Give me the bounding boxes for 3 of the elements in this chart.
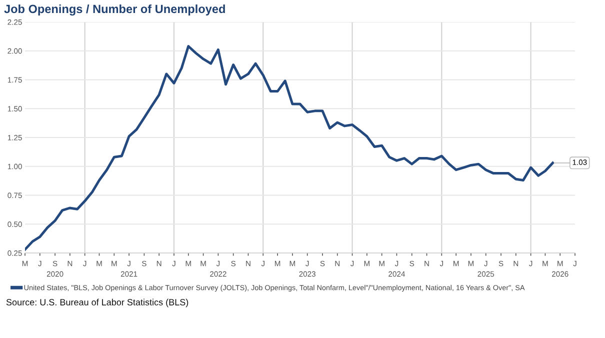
source-note: Source: U.S. Bureau of Labor Statistics (BLS) bbox=[6, 298, 188, 308]
chart-title: Job Openings / Number of Unemployed bbox=[4, 4, 225, 16]
line-series bbox=[25, 45, 554, 251]
